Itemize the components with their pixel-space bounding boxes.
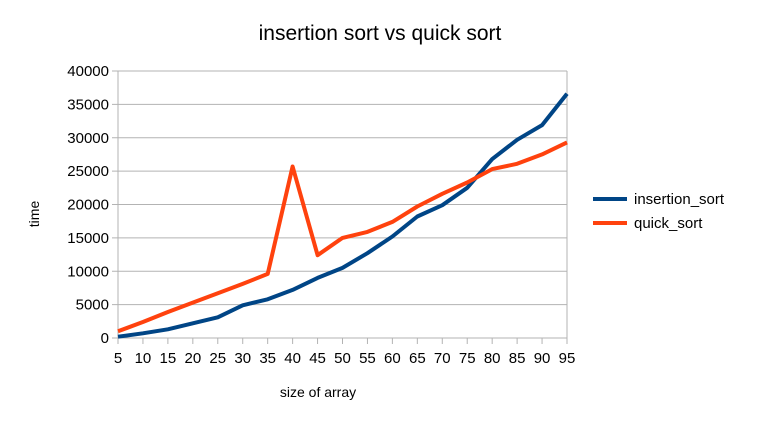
x-tick-label-13: 70 — [434, 350, 451, 367]
x-tick-label-3: 20 — [184, 350, 201, 367]
x-tick-label-12: 65 — [409, 350, 426, 367]
y-tick-label-0: 0 — [101, 330, 109, 347]
y-axis-label: time — [26, 201, 42, 228]
y-tick-label-3: 15000 — [67, 230, 109, 247]
x-tick-label-15: 80 — [484, 350, 501, 367]
legend-label-quick-sort: quick_sort — [634, 215, 703, 232]
legend-label-insertion-sort: insertion_sort — [634, 191, 725, 208]
grid — [117, 70, 568, 339]
y-tick-label-1: 5000 — [76, 297, 109, 314]
y-axis-ticks: 0 5000 10000 15000 20000 25000 30000 35000 40000 — [67, 63, 118, 347]
y-tick-label-7: 35000 — [67, 96, 109, 113]
x-tick-label-7: 40 — [284, 350, 301, 367]
x-tick-label-14: 75 — [459, 350, 476, 367]
x-tick-label-16: 85 — [509, 350, 526, 367]
x-tick-label-10: 55 — [359, 350, 376, 367]
x-tick-label-2: 15 — [160, 350, 177, 367]
y-tick-label-4: 20000 — [67, 197, 109, 214]
series-line-quick-sort — [117, 140, 568, 334]
x-tick-label-8: 45 — [309, 350, 326, 367]
x-tick-label-9: 50 — [334, 350, 351, 367]
x-tick-label-0: 5 — [114, 350, 122, 367]
x-tick-label-6: 35 — [259, 350, 276, 367]
x-tick-label-11: 60 — [384, 350, 401, 367]
x-axis-ticks: 5 10 15 20 25 30 35 40 45 50 55 60 65 70 75 80 85 90 95 — [114, 338, 576, 367]
y-tick-label-5: 25000 — [67, 163, 109, 180]
x-axis-label: size of array — [280, 384, 356, 400]
y-tick-label-2: 10000 — [67, 263, 109, 280]
x-tick-label-5: 30 — [234, 350, 251, 367]
x-tick-label-17: 90 — [534, 350, 551, 367]
series-line-insertion-sort — [117, 92, 569, 339]
x-tick-label-4: 25 — [209, 350, 226, 367]
y-tick-label-8: 40000 — [67, 63, 109, 80]
y-tick-label-6: 30000 — [67, 130, 109, 147]
x-tick-label-18: 95 — [559, 350, 576, 367]
legend: insertion_sort quick_sort — [593, 191, 725, 232]
chart-title: insertion sort vs quick sort — [259, 22, 502, 45]
series-lines — [117, 92, 569, 339]
x-tick-label-1: 10 — [135, 350, 152, 367]
